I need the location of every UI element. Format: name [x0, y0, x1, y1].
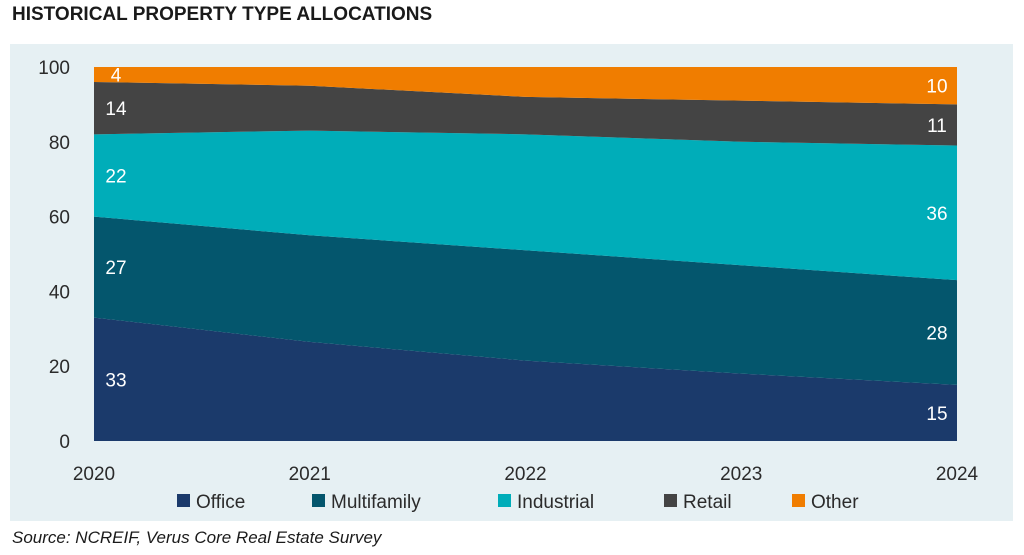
legend-label-multifamily: Multifamily — [331, 492, 421, 513]
legend-label-industrial: Industrial — [517, 492, 594, 513]
legend: Office Multifamily Industrial Retail Other — [177, 492, 859, 513]
x-tick-label: 2022 — [504, 464, 546, 485]
area-office — [94, 317, 957, 441]
x-tick-label: 2024 — [936, 464, 979, 485]
data-label-office: 33 — [105, 370, 126, 391]
y-tick-label: 0 — [59, 432, 70, 453]
data-label-retail: 14 — [105, 99, 127, 120]
legend-label-other: Other — [811, 492, 859, 513]
y-tick-label: 80 — [49, 133, 70, 154]
legend-swatch-industrial — [498, 494, 511, 507]
legend-label-retail: Retail — [683, 492, 732, 513]
area-layer — [94, 67, 957, 441]
data-label-multifamily: 27 — [105, 258, 126, 279]
x-tick-label: 2021 — [289, 464, 331, 485]
x-tick-label: 2020 — [73, 464, 115, 485]
legend-label-office: Office — [196, 492, 245, 513]
x-axis-labels: 2020 2021 2022 2023 2024 — [73, 464, 979, 485]
data-label-industrial: 36 — [926, 204, 947, 225]
area-other — [94, 67, 957, 105]
data-label-other: 10 — [926, 77, 947, 98]
area-industrial — [94, 130, 957, 281]
data-label-industrial: 22 — [105, 166, 126, 187]
area-retail — [94, 81, 957, 146]
data-labels: 33 15 27 28 22 36 14 11 4 10 — [105, 65, 947, 424]
x-tick-label: 2023 — [720, 464, 762, 485]
y-axis-labels: 0 20 40 60 80 100 — [38, 58, 70, 453]
legend-swatch-other — [792, 494, 805, 507]
data-label-retail: 11 — [927, 116, 947, 137]
y-tick-label: 60 — [49, 208, 70, 229]
data-label-office: 15 — [926, 404, 947, 425]
y-tick-label: 40 — [49, 282, 70, 303]
y-tick-label: 20 — [49, 357, 70, 378]
legend-swatch-retail — [664, 494, 677, 507]
source-note: Source: NCREIF, Verus Core Real Estate S… — [12, 528, 382, 547]
data-label-multifamily: 28 — [926, 324, 947, 345]
chart-title: HISTORICAL PROPERTY TYPE ALLOCATIONS — [12, 4, 433, 25]
data-label-other: 4 — [111, 65, 122, 86]
y-tick-label: 100 — [38, 58, 70, 79]
area-multifamily — [94, 216, 957, 385]
legend-swatch-office — [177, 494, 190, 507]
legend-swatch-multifamily — [312, 494, 325, 507]
